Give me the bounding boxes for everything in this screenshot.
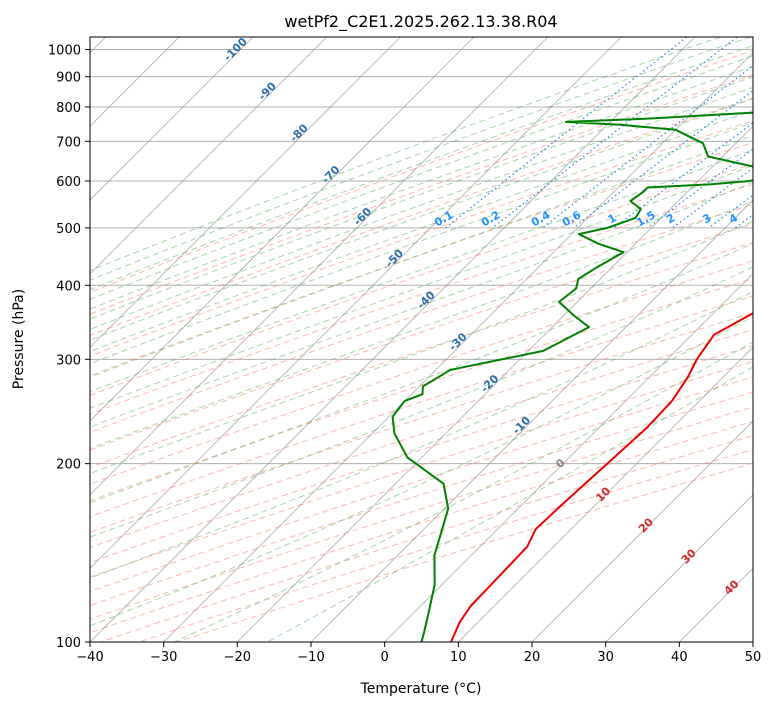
y-tick-label: 700 [56, 135, 81, 150]
y-tick-label: 1000 [48, 44, 81, 59]
y-axis-label: Pressure (hPa) [11, 289, 27, 389]
x-tick-label: −20 [224, 650, 251, 665]
x-axis-label: Temperature (°C) [360, 681, 482, 697]
x-tick-label: 20 [524, 650, 541, 665]
y-tick-label: 500 [56, 222, 81, 237]
y-tick-label: 800 [56, 101, 81, 116]
chart-title: wetPf2_C2E1.2025.262.13.38.R04 [284, 12, 557, 32]
x-tick-label: 10 [450, 650, 467, 665]
x-tick-label: 0 [381, 650, 389, 665]
y-tick-label: 100 [56, 636, 81, 651]
x-tick-label: 40 [671, 650, 688, 665]
y-tick-label: 400 [56, 279, 81, 294]
y-tick-label: 900 [56, 71, 81, 86]
y-tick-label: 200 [56, 458, 81, 473]
x-tick-label: −30 [150, 650, 177, 665]
x-tick-label: −40 [76, 650, 103, 665]
x-tick-label: 30 [597, 650, 614, 665]
x-tick-label: 50 [745, 650, 762, 665]
x-tick-label: −10 [297, 650, 324, 665]
y-tick-label: 300 [56, 353, 81, 368]
y-tick-label: 600 [56, 175, 81, 190]
